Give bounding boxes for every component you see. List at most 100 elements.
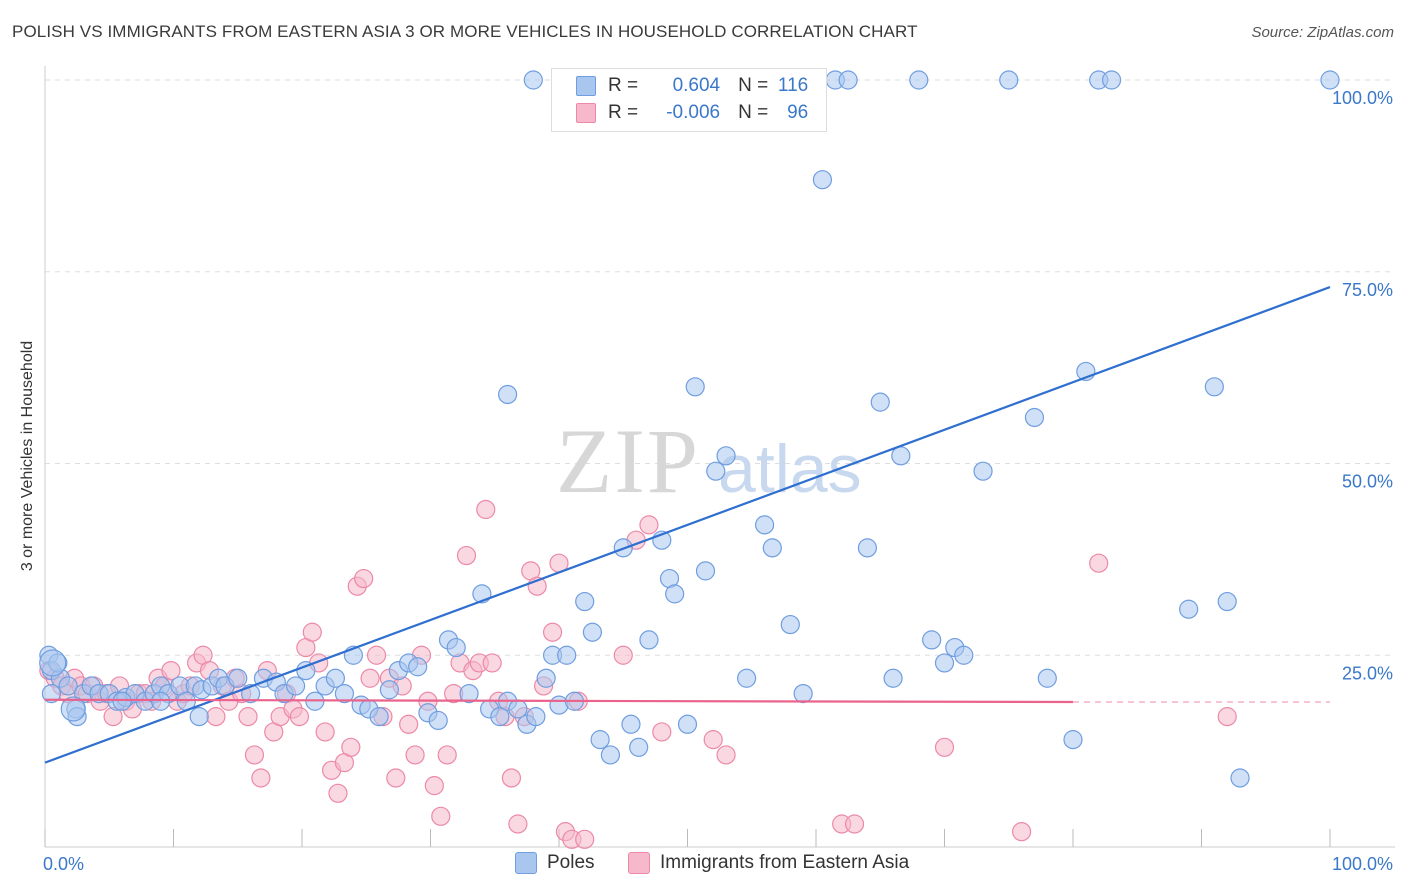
poles-point <box>428 710 448 731</box>
poles-point <box>706 461 726 481</box>
poles-point <box>621 714 641 734</box>
chart-title: POLISH VS IMMIGRANTS FROM EASTERN ASIA 3… <box>12 22 918 41</box>
poles-point <box>523 70 543 90</box>
axes <box>44 66 1395 848</box>
poles-point <box>677 714 698 734</box>
poles-point <box>228 668 248 688</box>
poles-point <box>973 461 993 481</box>
poles-point <box>557 645 577 665</box>
poles-point <box>58 676 78 696</box>
bottom-legend-poles: Poles <box>515 852 595 874</box>
legend-swatch-eastasia <box>576 103 596 123</box>
bottom-legend-swatch-eastasia <box>628 852 650 874</box>
eastasia-point <box>386 768 406 788</box>
poles-point <box>883 668 903 688</box>
poles-point <box>812 170 833 190</box>
poles-point <box>1101 70 1122 90</box>
poles-point <box>870 392 890 412</box>
eastasia-point <box>934 737 955 757</box>
poles-point <box>459 683 479 704</box>
poles-point <box>41 683 62 704</box>
poles-point <box>582 622 603 642</box>
legend-row-eastasia: R = -0.006 N = 96 <box>576 102 808 124</box>
eastasia-point <box>639 515 659 535</box>
y-tick-label: 25.0% <box>1342 663 1393 683</box>
eastasia-point <box>1217 707 1237 727</box>
legend-n-label: N = <box>738 75 769 96</box>
poles-point <box>536 668 556 688</box>
eastasia-point <box>366 645 387 665</box>
poles-point <box>762 538 782 558</box>
eastasia-point <box>405 745 425 765</box>
eastasia-point <box>703 730 723 750</box>
poles-point <box>39 649 67 677</box>
eastasia-point <box>206 707 226 727</box>
poles-point <box>793 683 813 704</box>
poles-point <box>934 653 955 673</box>
eastasia-point <box>424 776 444 796</box>
grid-lines <box>45 79 1395 656</box>
poles-point <box>1320 70 1340 90</box>
poles-point <box>922 630 942 650</box>
legend-swatch-poles <box>576 76 596 96</box>
eastasia-point <box>1089 553 1109 573</box>
y-tick-label: 50.0% <box>1342 472 1393 492</box>
trend-lines <box>44 286 1331 764</box>
poles-point <box>151 691 171 711</box>
poles-point <box>639 630 659 650</box>
poles-point <box>285 676 306 696</box>
eastasia-point <box>315 722 335 742</box>
poles-point <box>600 745 621 765</box>
poles-point <box>590 730 610 750</box>
eastasia-point <box>328 783 348 803</box>
poles-point <box>1217 591 1237 612</box>
eastasia-point <box>399 714 419 734</box>
poles-point <box>754 515 775 535</box>
stats-legend: R = 0.604 N = 116 R = -0.006 N = 96 <box>551 68 827 132</box>
poles-point <box>891 446 911 466</box>
eastasia-point <box>360 668 380 688</box>
poles-point <box>490 707 510 727</box>
eastasia-point <box>575 829 595 849</box>
eastasia-point <box>431 806 451 826</box>
source-credit: Source: ZipAtlas.com <box>1251 24 1394 41</box>
eastasia-point <box>501 768 522 788</box>
tick-labels: 25.0% 50.0% 75.0% 100.0% 0.0% 100.0% <box>43 88 1393 874</box>
bottom-legend-swatch-poles <box>515 852 537 874</box>
poles-point <box>334 683 355 704</box>
trend-line-eastasia <box>44 698 1074 704</box>
legend-n-label: N = <box>738 102 769 123</box>
poles-point <box>575 591 595 612</box>
poles-point <box>716 446 736 466</box>
eastasia-point <box>244 745 265 765</box>
legend-r-value: 0.604 <box>672 75 721 96</box>
poles-point <box>695 561 716 581</box>
y-tick-label: 75.0% <box>1342 280 1393 300</box>
legend-n-value: 116 <box>777 75 809 96</box>
watermark-zip: ZIP <box>556 410 700 512</box>
poles-point <box>954 645 974 665</box>
y-tick-label: 100.0% <box>1332 88 1393 108</box>
trend-line-poles <box>44 286 1331 764</box>
poles-point <box>665 584 685 604</box>
bottom-legend-eastasia: Immigrants from Eastern Asia <box>628 852 909 874</box>
poles-point <box>1230 768 1250 788</box>
poles-point <box>685 377 705 397</box>
eastasia-point <box>238 707 258 727</box>
eastasia-point <box>302 622 322 642</box>
poles-point <box>1063 730 1083 750</box>
poles-point <box>999 70 1019 90</box>
eastasia-point <box>289 707 310 727</box>
poles-point <box>408 657 428 677</box>
bottom-legend-label-eastasia: Immigrants from Eastern Asia <box>660 852 910 873</box>
poles-point <box>838 70 858 90</box>
poles-point <box>857 538 878 558</box>
eastasia-point <box>161 660 181 681</box>
poles-point <box>379 680 399 700</box>
legend-r-value: -0.006 <box>666 102 721 123</box>
poles-point <box>629 737 649 757</box>
eastasia-point <box>251 768 271 788</box>
eastasia-point <box>652 722 672 742</box>
eastasia-point <box>437 745 457 765</box>
